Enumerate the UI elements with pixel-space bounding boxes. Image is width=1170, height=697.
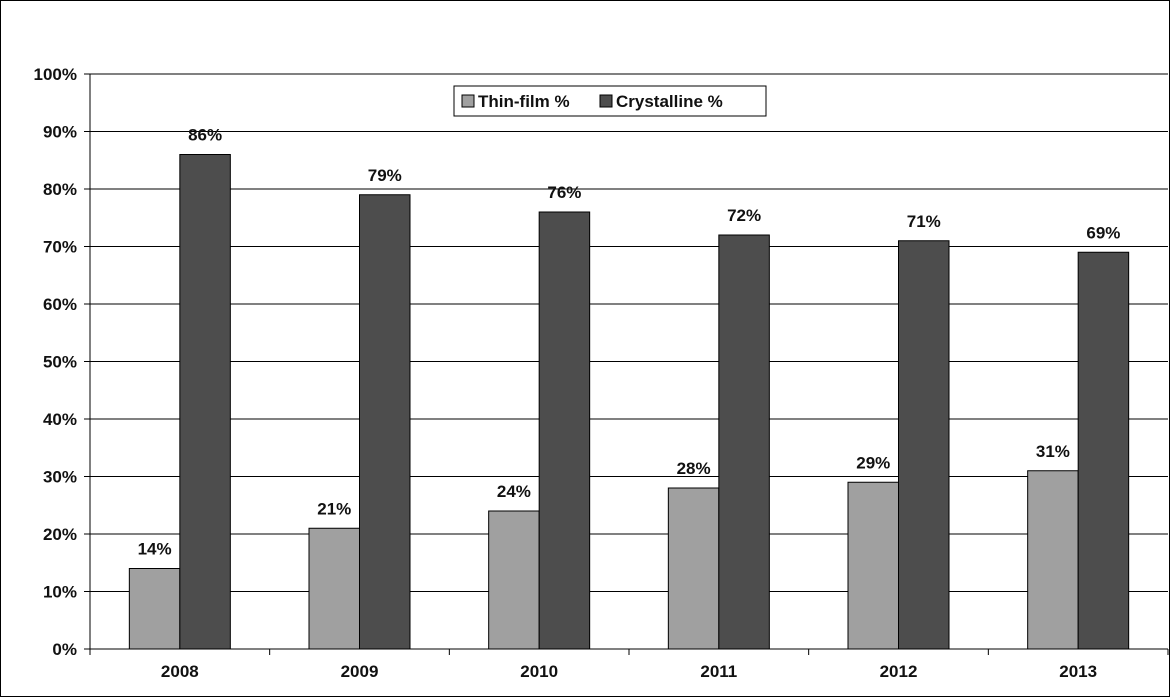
data-label: 79% <box>368 166 402 185</box>
data-label: 24% <box>497 482 531 501</box>
y-tick-label: 20% <box>43 525 77 544</box>
x-tick-label: 2013 <box>1059 662 1097 681</box>
data-label: 31% <box>1036 442 1070 461</box>
legend-swatch-crystalline <box>599 94 613 108</box>
bar-crystalline <box>1077 251 1130 650</box>
bar-thin-film <box>847 481 899 650</box>
y-tick-label: 100% <box>34 65 77 84</box>
y-tick-label: 90% <box>43 123 77 142</box>
data-label: 29% <box>856 453 890 472</box>
data-label: 86% <box>188 126 222 145</box>
y-tick-label: 0% <box>52 640 77 659</box>
legend-label: Thin-film % <box>478 92 570 111</box>
x-tick-label: 2011 <box>700 662 737 681</box>
bar-crystalline <box>179 154 231 650</box>
bar-thin-film <box>667 487 720 650</box>
x-tick-label: 2010 <box>520 662 558 681</box>
bar-crystalline <box>898 240 950 650</box>
y-tick-label: 70% <box>43 238 77 257</box>
bar-thin-film <box>308 527 360 650</box>
bar-thin-film <box>1027 470 1079 650</box>
data-label: 76% <box>547 183 581 202</box>
legend-label: Crystalline % <box>616 92 723 111</box>
y-tick-label: 10% <box>43 583 77 602</box>
data-label: 69% <box>1086 223 1120 242</box>
bar-thin-film <box>488 510 540 650</box>
y-tick-label: 50% <box>43 353 77 372</box>
y-tick-label: 40% <box>43 410 77 429</box>
data-label: 21% <box>317 499 351 518</box>
x-tick-label: 2009 <box>341 662 379 681</box>
x-tick-label: 2008 <box>161 662 199 681</box>
bar-thin-film <box>128 568 181 650</box>
bar-crystalline <box>359 194 411 650</box>
y-tick-label: 80% <box>43 180 77 199</box>
y-tick-label: 60% <box>43 295 77 314</box>
data-label: 72% <box>727 206 761 225</box>
data-label: 28% <box>677 459 711 478</box>
bar-crystalline <box>538 211 591 650</box>
legend-swatch-thin-film <box>461 94 475 108</box>
x-tick-label: 2012 <box>880 662 918 681</box>
y-tick-label: 30% <box>43 468 77 487</box>
data-label: 71% <box>907 212 941 231</box>
bar-crystalline <box>718 234 770 650</box>
data-label: 14% <box>138 540 172 559</box>
